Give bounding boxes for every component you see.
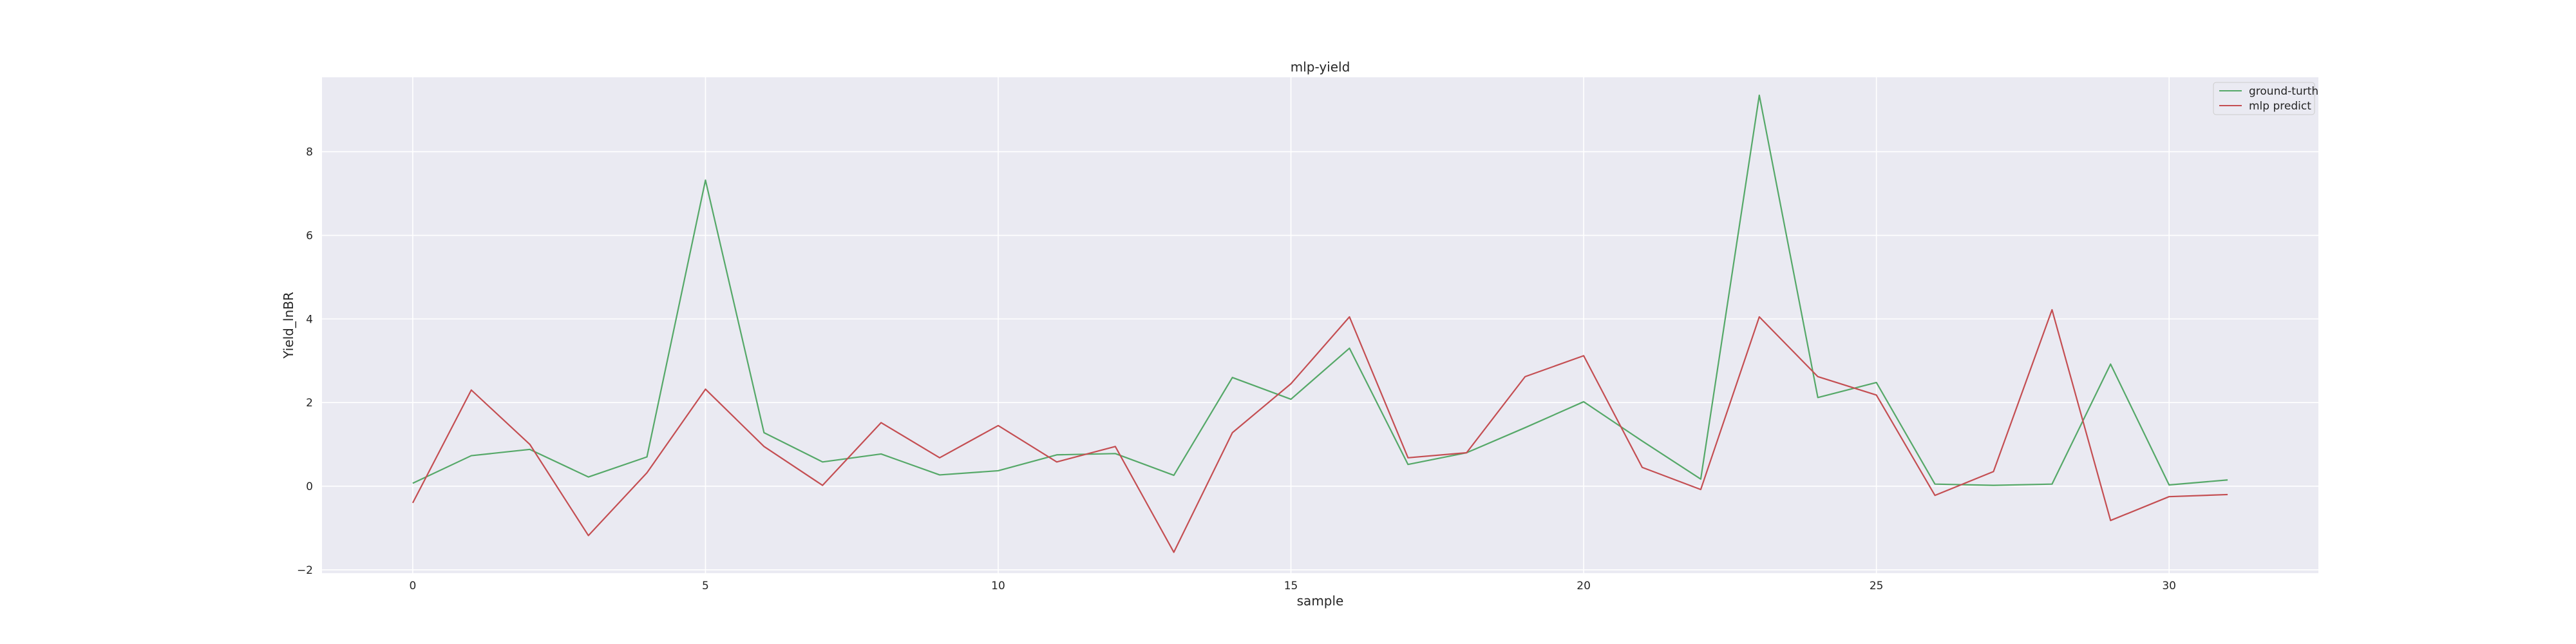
x-tick-label: 20 <box>1577 580 1591 592</box>
x-axis-ticks: 0 5 10 15 20 25 30 <box>409 580 2176 592</box>
y-tick-label: 6 <box>306 229 313 242</box>
y-tick-label: 2 <box>306 397 313 410</box>
y-tick-label: −2 <box>297 564 313 577</box>
y-tick-label: 8 <box>306 146 313 159</box>
series-line-mlp-predict <box>412 308 2228 553</box>
plot-area <box>322 77 2318 573</box>
y-axis-ticks: −2 0 2 4 6 8 <box>297 146 313 577</box>
x-axis-title: sample <box>1297 593 1344 609</box>
x-tick-label: 25 <box>1870 580 1884 592</box>
y-tick-label: 0 <box>306 480 313 493</box>
x-tick-label: 15 <box>1284 580 1298 592</box>
grid <box>322 77 2318 573</box>
series-lines <box>412 94 2228 553</box>
legend-label-mlp-predict: mlp predict <box>2249 100 2311 113</box>
x-tick-label: 30 <box>2162 580 2176 592</box>
x-tick-label: 10 <box>991 580 1005 592</box>
chart-title: mlp-yield <box>1291 59 1350 75</box>
x-tick-label: 5 <box>702 580 709 592</box>
y-axis-title: Yield_lnBR <box>281 292 296 359</box>
series-line-ground-turth <box>412 94 2228 486</box>
x-tick-label: 0 <box>409 580 416 592</box>
y-tick-label: 4 <box>306 313 313 326</box>
legend-label-ground-turth: ground-turth <box>2249 85 2318 98</box>
legend: ground-turth mlp predict <box>2213 82 2318 115</box>
